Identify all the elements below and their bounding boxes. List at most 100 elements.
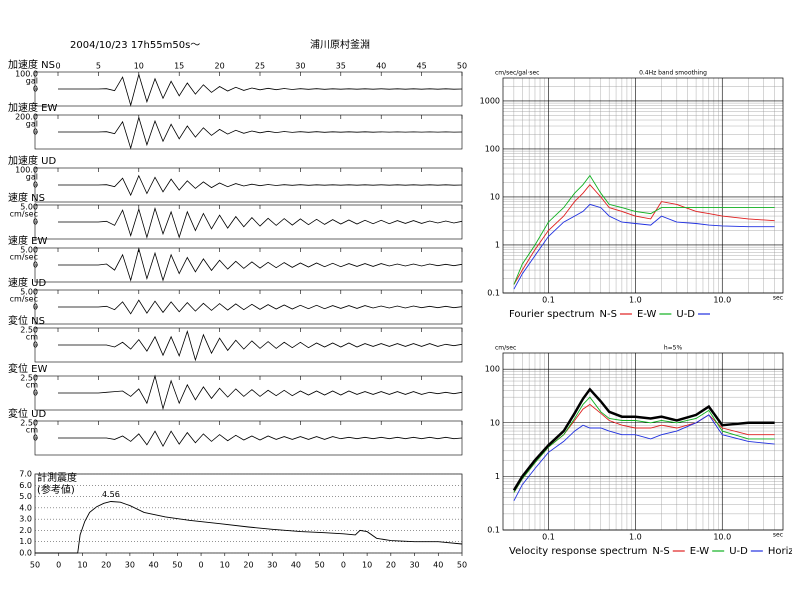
panel-title: 変位 EW xyxy=(8,362,47,375)
y-tick-label: 10 xyxy=(490,418,500,427)
unit-label: cm/sec xyxy=(10,210,38,219)
series-line xyxy=(513,174,775,285)
x-tick-label: 20 xyxy=(215,62,225,71)
y-tick-label: 2.50 xyxy=(20,419,38,428)
x-tick-label: 0 xyxy=(55,62,60,71)
waveform xyxy=(58,330,463,362)
y-tick-label: 4.0 xyxy=(19,503,32,512)
plot-frame xyxy=(502,352,784,531)
note: h=5% xyxy=(664,345,683,352)
panel-title: 速度 NS xyxy=(8,191,45,204)
waveform xyxy=(58,430,463,448)
panel-title: 変位 UD xyxy=(8,407,46,420)
y-tick-label: 1 xyxy=(495,472,500,481)
panel-title: 速度 UD xyxy=(8,276,46,289)
x-tick-label: 1.0 xyxy=(629,533,642,542)
legend-label: U-D xyxy=(729,546,748,557)
y-tick-label: 5.00 xyxy=(20,288,38,297)
x-tick-label: 10.0 xyxy=(713,533,731,542)
x-tick-label: 15 xyxy=(174,62,184,71)
legend-label: N-S xyxy=(600,309,617,320)
unit-label: gal xyxy=(26,173,38,182)
panel-title: 速度 EW xyxy=(8,234,47,247)
unit-label: cm/sec xyxy=(10,295,38,304)
x-axis-label: sec xyxy=(773,532,783,539)
series-line xyxy=(512,387,775,491)
x-tick-label: 50 xyxy=(457,561,467,570)
x-tick-label: 50 xyxy=(457,62,467,71)
note: 0.4Hz band smoothing xyxy=(639,70,707,77)
x-tick-label: 25 xyxy=(255,62,265,71)
series-line xyxy=(513,203,775,290)
y-tick-label: 2.0 xyxy=(19,526,32,535)
waveform xyxy=(58,374,463,411)
waveform xyxy=(58,206,463,239)
x-tick-label: 30 xyxy=(295,62,305,71)
y-tick-label: 0.0 xyxy=(19,549,32,558)
x-tick-label: 40 xyxy=(376,62,386,71)
series-line xyxy=(513,184,775,285)
x-tick-label: 40 xyxy=(149,561,159,570)
series-line xyxy=(35,501,463,554)
x-tick-label: 0.1 xyxy=(542,296,555,305)
x-axis-label: sec xyxy=(773,295,783,302)
x-tick-label: 1.0 xyxy=(629,296,642,305)
y-tick-label: 100.0 xyxy=(15,166,38,175)
y-tick-label: 5.00 xyxy=(20,246,38,255)
x-tick-label: 35 xyxy=(336,62,346,71)
x-tick-label: 10 xyxy=(134,62,144,71)
waveform xyxy=(58,299,463,315)
legend-label: E-W xyxy=(637,309,657,320)
unit-label: cm xyxy=(26,333,38,342)
legend-title: Fourier spectrum xyxy=(509,309,595,320)
x-tick-label: 10.0 xyxy=(713,296,731,305)
y-tick-label: 5.00 xyxy=(20,203,38,212)
y-tick-label: 6.0 xyxy=(19,481,32,490)
unit-label: cm xyxy=(26,381,38,390)
x-tick-label: 20 xyxy=(243,561,253,570)
panel-title: 加速度 EW xyxy=(8,101,57,114)
y-tick-label: 100 xyxy=(485,144,500,153)
y-tick-label: 100 xyxy=(485,365,500,374)
x-tick-label: 10 xyxy=(77,561,87,570)
y-unit: cm/sec xyxy=(495,345,516,352)
x-tick-label: 40 xyxy=(433,561,443,570)
chart-subtitle: (参考値) xyxy=(37,483,75,496)
legend-label: U-D xyxy=(676,309,695,320)
y-tick-label: 3.0 xyxy=(19,515,32,524)
x-tick-label: 50 xyxy=(172,561,182,570)
station: 浦川原村釜淵 xyxy=(310,38,370,51)
y-tick-label: 2.50 xyxy=(20,326,38,335)
x-tick-label: 0 xyxy=(341,561,346,570)
panel-title: 変位 NS xyxy=(8,314,45,327)
waveform xyxy=(58,174,463,197)
waveform xyxy=(58,73,463,107)
legend-label: Horizon xyxy=(768,546,792,557)
x-tick-label: 20 xyxy=(386,561,396,570)
y-tick-label: 2.50 xyxy=(20,374,38,383)
y-tick-label: 1000 xyxy=(480,96,500,105)
chart-title: 計測震度 xyxy=(37,471,77,484)
y-tick-label: 7.0 xyxy=(19,470,32,479)
waveform xyxy=(58,247,463,282)
y-tick-label: 1 xyxy=(495,240,500,249)
legend-label: E-W xyxy=(690,546,710,557)
unit-label: cm/sec xyxy=(10,253,38,262)
y-tick-label: 5.0 xyxy=(19,492,32,501)
x-tick-label: 10 xyxy=(362,561,372,570)
x-tick-label: 30 xyxy=(125,561,135,570)
y-tick-label: 0.1 xyxy=(487,526,500,535)
y-tick-label: 100.0 xyxy=(15,70,38,79)
series-line xyxy=(513,414,775,502)
waveform xyxy=(58,116,463,150)
x-tick-label: 5 xyxy=(96,62,101,71)
x-tick-label: 45 xyxy=(417,62,427,71)
annotation: 4.56 xyxy=(102,490,120,499)
y-tick-label: 200.0 xyxy=(15,113,38,122)
x-tick-label: 30 xyxy=(267,561,277,570)
x-tick-label: 30 xyxy=(409,561,419,570)
x-tick-label: 0 xyxy=(56,561,61,570)
y-unit: cm/sec/gal·sec xyxy=(495,70,539,77)
x-tick-label: 40 xyxy=(291,561,301,570)
